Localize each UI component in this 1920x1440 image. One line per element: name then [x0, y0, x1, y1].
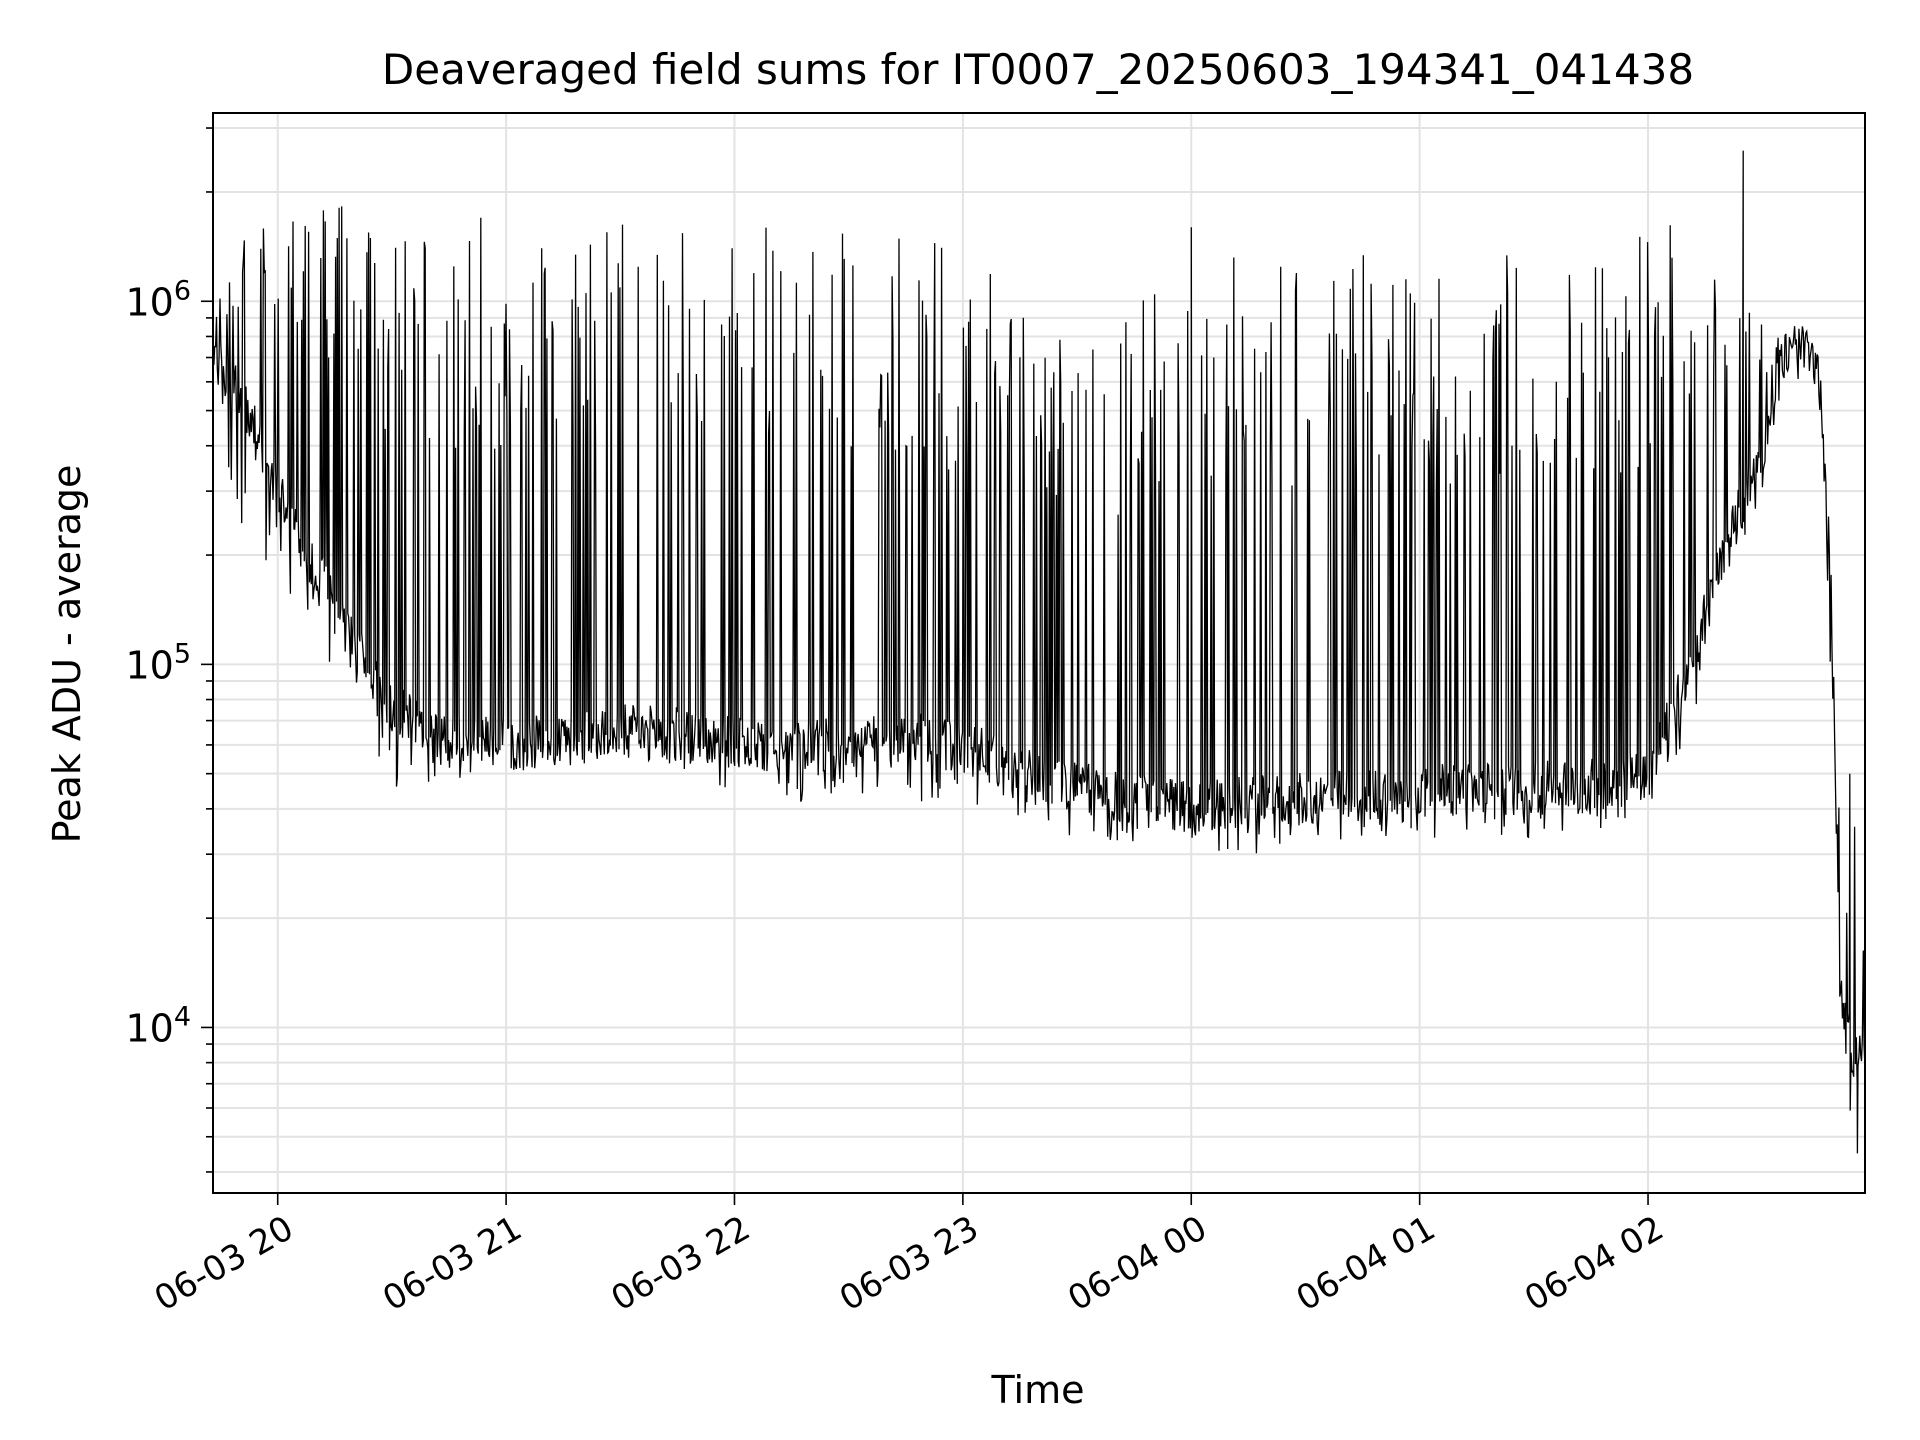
- y-tick-label: 105: [125, 638, 191, 687]
- series-line: [212, 150, 1866, 1154]
- y-axis: 104 105 106: [125, 127, 213, 1173]
- x-axis-label: Time: [991, 1368, 1085, 1412]
- y-axis-label: Peak ADU - average: [45, 465, 89, 844]
- plot-area-frame: [212, 112, 1866, 1194]
- y-tick-label: 106: [125, 275, 191, 324]
- chart-title: Deaveraged field sums for IT0007_2025060…: [382, 45, 1694, 94]
- series-group: [212, 150, 1866, 1154]
- y-tick-label: 104: [125, 1001, 191, 1050]
